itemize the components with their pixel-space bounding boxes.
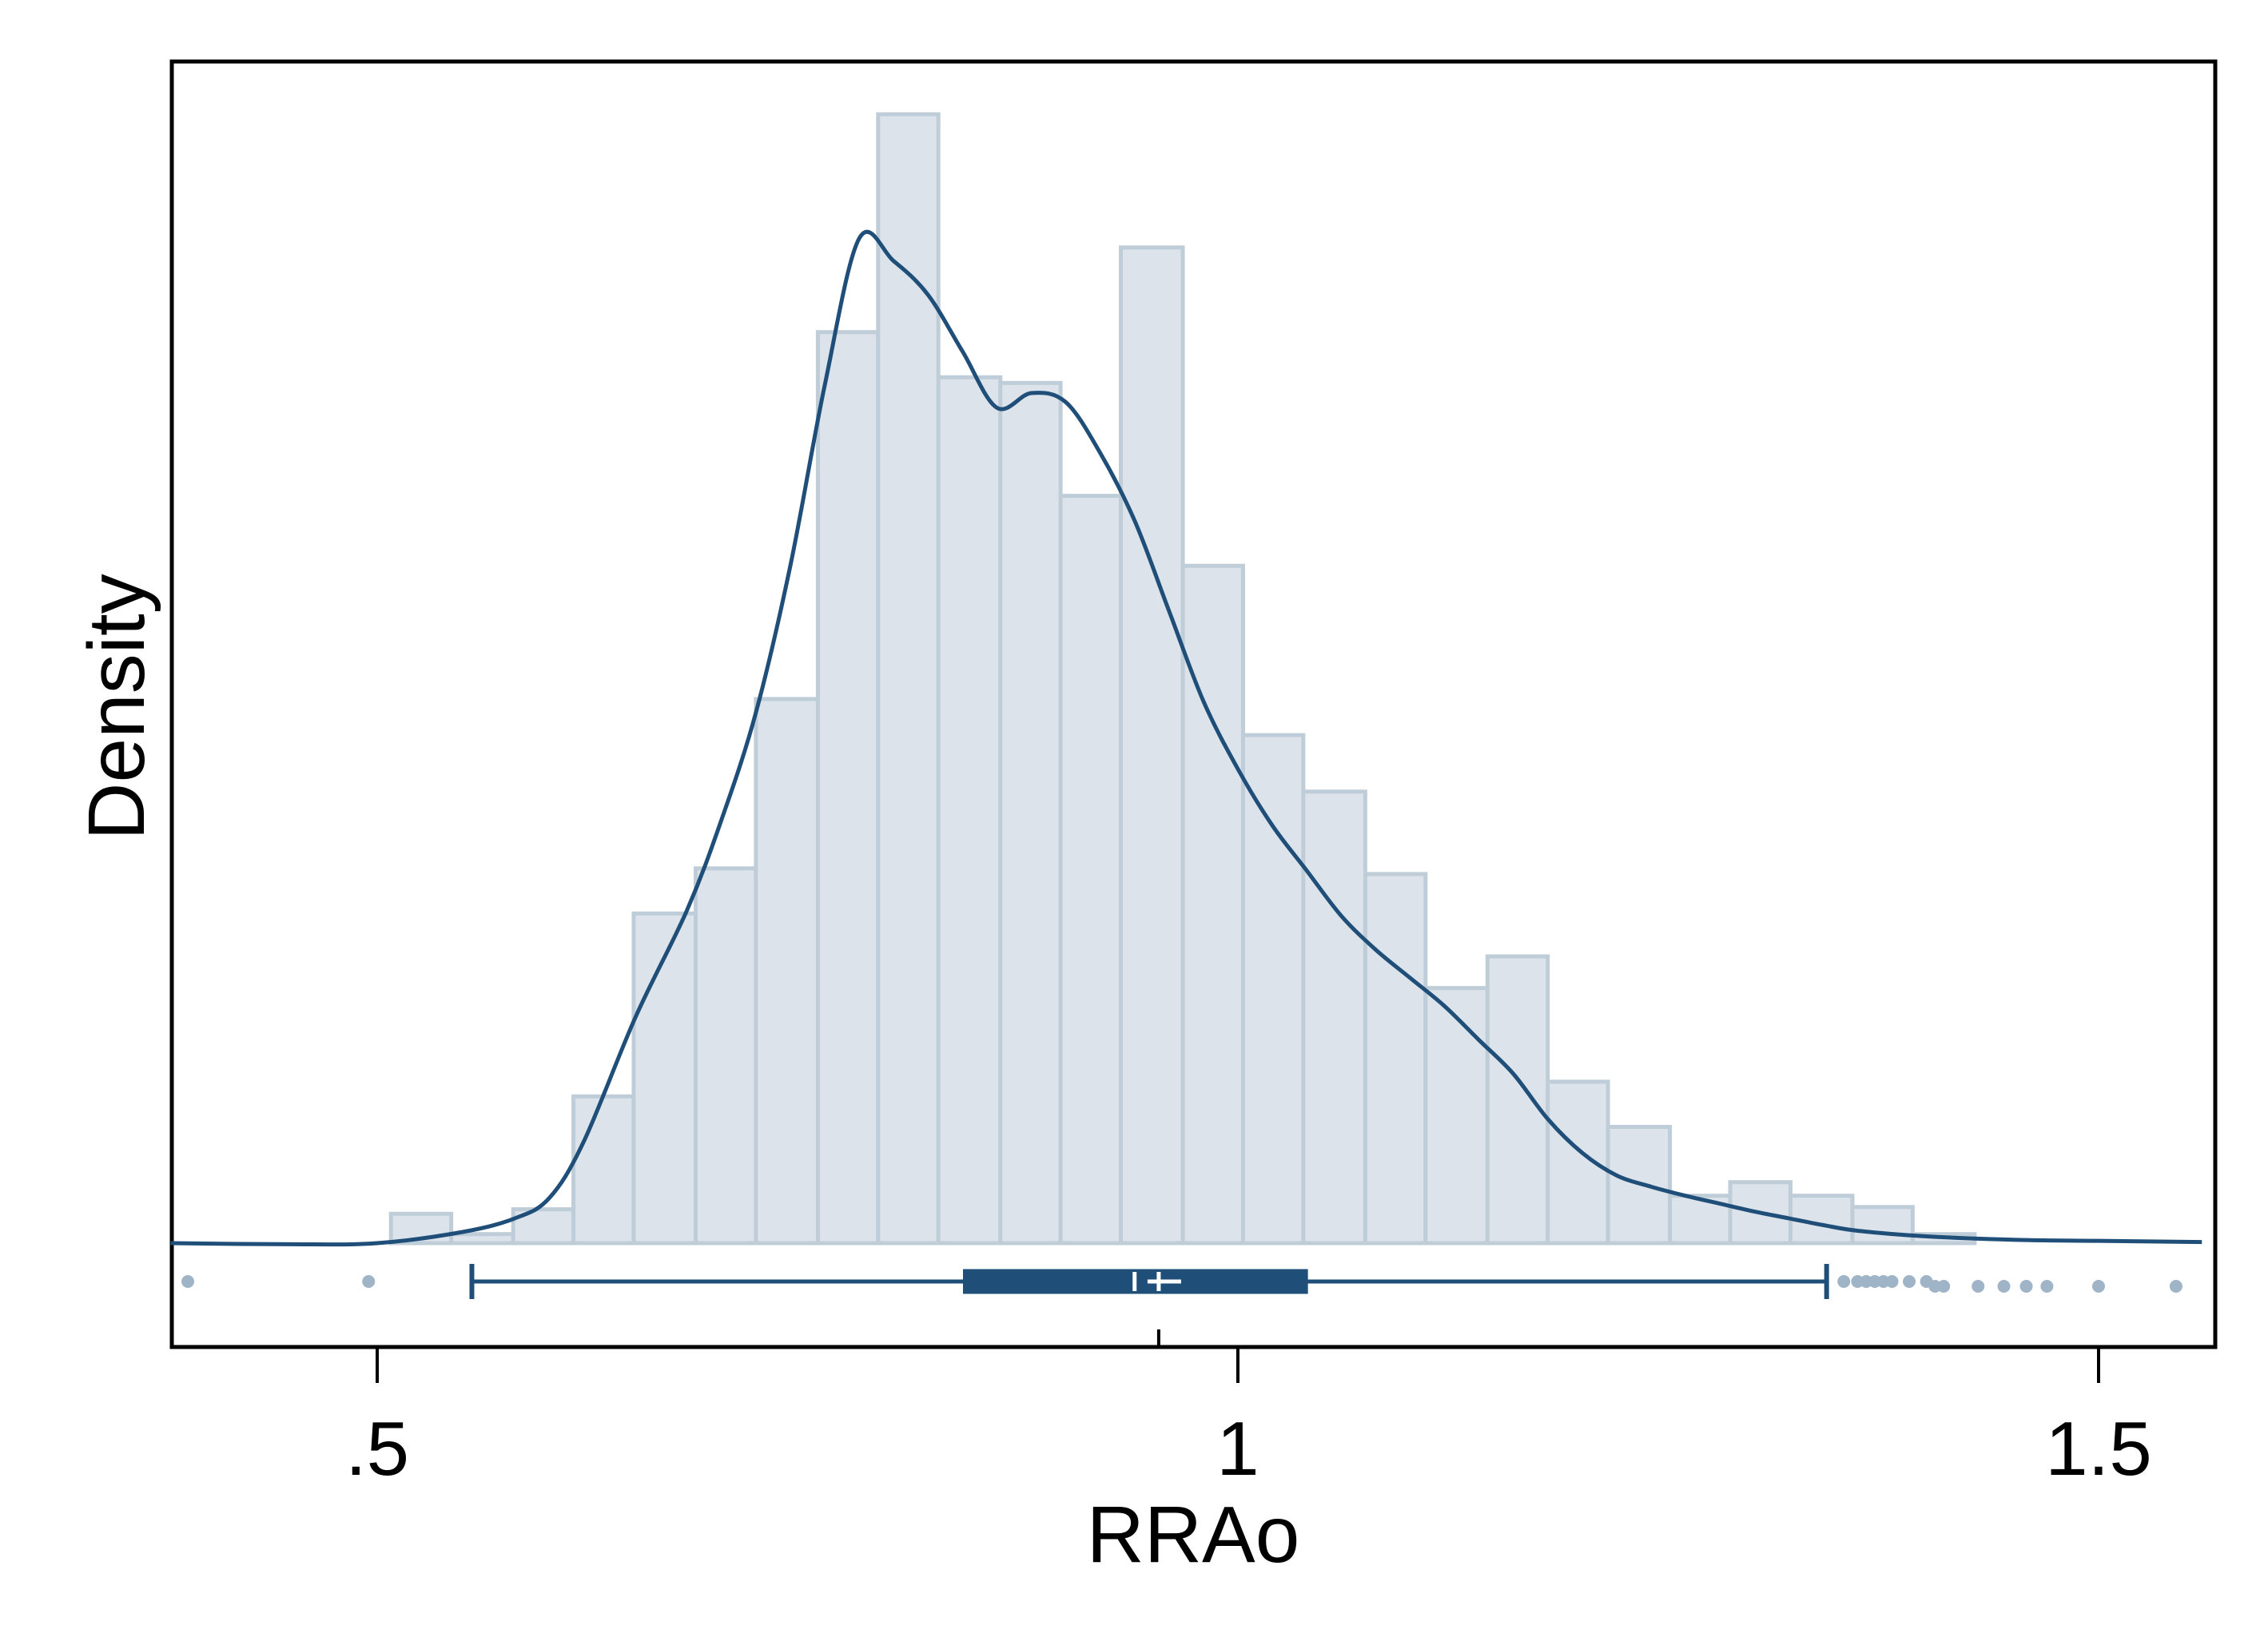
histogram-bar (631, 911, 698, 1246)
plot-frame (169, 59, 2218, 1349)
boxplot-outlier (2169, 1280, 2182, 1293)
boxplot-outlier (1972, 1280, 1985, 1293)
boxplot-outlier (2019, 1280, 2033, 1293)
histogram-bar (754, 697, 820, 1246)
boxplot (181, 1264, 2182, 1347)
boxplot-outlier (181, 1275, 195, 1288)
x-axis: .5 1 1.5 (345, 1347, 2152, 1492)
histogram-bar (1119, 245, 1185, 1246)
histogram-bar (1423, 986, 1490, 1246)
y-axis-label: Density (72, 574, 161, 840)
kde-line (170, 229, 2202, 1247)
boxplot-outlier (1937, 1280, 1951, 1293)
histogram-bars (388, 112, 1977, 1246)
histogram-bar (1058, 494, 1124, 1246)
x-axis-label: RRAo (1087, 1490, 1300, 1579)
histogram-bar (1363, 872, 1428, 1246)
histogram-bar (1485, 954, 1550, 1246)
boxplot-outlier (2040, 1280, 2054, 1293)
x-tick-label: 1.5 (2045, 1406, 2151, 1492)
histogram-bar (936, 375, 1003, 1246)
boxplot-outlier (2092, 1280, 2105, 1293)
x-tick-label: 1 (1216, 1406, 1259, 1492)
histogram-bar (449, 1232, 515, 1246)
boxplot-outlier (362, 1275, 376, 1288)
histogram-bar (815, 330, 881, 1246)
boxplot-outlier (1997, 1280, 2011, 1293)
histogram-bar (1546, 1079, 1610, 1246)
histogram-bar (1240, 733, 1306, 1246)
boxplot-outlier (1837, 1275, 1851, 1288)
boxplot-outlier (1903, 1275, 1916, 1288)
histogram-bar (876, 112, 941, 1246)
histogram-bar (1301, 789, 1367, 1246)
histogram-bar (1850, 1205, 1915, 1246)
x-tick-label: .5 (345, 1406, 409, 1492)
histogram-bar (998, 380, 1063, 1246)
histogram-bar (693, 866, 758, 1246)
boxplot-outlier (1885, 1275, 1899, 1288)
histogram-bar (571, 1094, 636, 1246)
